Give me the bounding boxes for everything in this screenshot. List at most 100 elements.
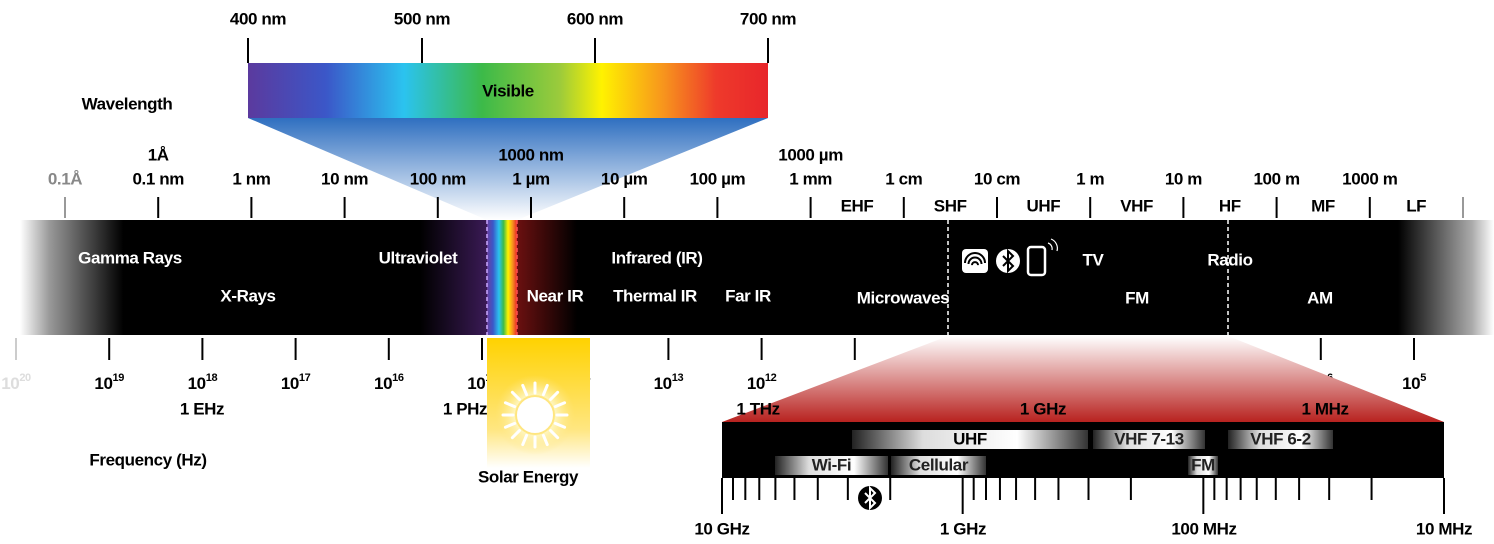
band-label: HF: [1219, 196, 1241, 215]
frequency-exp: 12: [765, 372, 777, 384]
region-label: Ultraviolet: [379, 248, 458, 267]
wifi-wave: [967, 256, 983, 265]
wavelength-tick-label: 10 µm: [601, 169, 648, 188]
scale-label: 10 MHz: [1416, 519, 1472, 538]
frequency-named-label: 1 EHz: [180, 399, 224, 418]
visible-tick-label: 700 nm: [740, 9, 796, 28]
region-label: Radio: [1207, 250, 1252, 269]
region-label: Infrared (IR): [611, 248, 702, 267]
frequency-named-label: 1 GHz: [1020, 399, 1066, 418]
band-label: LF: [1406, 196, 1426, 215]
sun-ray: [549, 429, 560, 440]
scale-label: 100 MHz: [1171, 519, 1236, 538]
radio-zoom: [722, 336, 1444, 422]
sun-ray: [541, 383, 549, 397]
frequency-tick-label: 1016: [374, 372, 404, 394]
wavelength-tick-label: 1 nm: [232, 169, 270, 188]
wavelength-tick-label: 1000 nm: [498, 145, 564, 164]
wavelength-title: Wavelength: [82, 94, 173, 113]
wavelength-tick-label: 10 m: [1165, 169, 1202, 188]
wavelength-tick-label: 0.1 nm: [132, 169, 184, 188]
frequency-base: 10: [188, 374, 206, 393]
sun-ray: [549, 390, 560, 401]
wavelength-tick-label: 100 nm: [410, 169, 466, 188]
frequency-base: 10: [654, 374, 672, 393]
sun-ray: [541, 433, 549, 447]
frequency-exp: 19: [113, 372, 125, 384]
frequency-tick-label: 1013: [654, 372, 684, 394]
bluetooth-rune: [1002, 248, 1015, 274]
region-label: X-Rays: [220, 286, 275, 305]
sun-ray: [503, 401, 517, 409]
wavelength-tick-label: 0.1Å: [48, 169, 82, 188]
ir-glow: [517, 220, 577, 335]
frequency-named-label: 1 THz: [736, 399, 779, 418]
frequency-tick-label: 105: [1402, 372, 1426, 394]
scale-label: 10 GHz: [694, 519, 749, 538]
frequency-base: 10: [374, 374, 392, 393]
band-label: UHF: [1027, 196, 1061, 215]
radio-band: [1228, 430, 1333, 449]
wavelength-tick-label: 10 nm: [321, 169, 368, 188]
radio-band-label: VHF 6-2: [1250, 429, 1311, 448]
radio-band: [1188, 456, 1218, 475]
region-label: Microwaves: [857, 288, 949, 307]
frequency-exp: 16: [392, 372, 404, 384]
visible-tick-label: 600 nm: [567, 9, 623, 28]
radio-band-label: FM: [1191, 455, 1215, 474]
region-label: AM: [1307, 288, 1333, 307]
visible-tick-label: 400 nm: [230, 9, 286, 28]
radio-band-label: UHF: [953, 429, 987, 448]
phone-signal: [1047, 238, 1058, 252]
sun-ray: [553, 421, 567, 429]
sun-ray: [521, 433, 529, 447]
region-label: Far IR: [725, 286, 771, 305]
frequency-base: 10: [1, 374, 19, 393]
sun-ray: [521, 383, 529, 397]
wavelength-tick-label: 1000 m: [1342, 169, 1398, 188]
sun-ray: [503, 421, 517, 429]
wavelength-tick-label: 1 m: [1076, 169, 1104, 188]
frequency-tick-label: 1019: [94, 372, 124, 394]
frequency-title: Frequency (Hz): [89, 450, 206, 469]
wifi-wave: [971, 261, 979, 266]
visible-strip: [487, 220, 517, 335]
frequency-tick-label: 1012: [747, 372, 777, 394]
band-label: MF: [1311, 196, 1335, 215]
frequency-base: 10: [281, 374, 299, 393]
spectrum-bar: [20, 220, 1494, 335]
frequency-tick-label: 1017: [281, 372, 311, 394]
frequency-tick-label: 1018: [188, 372, 218, 394]
radio-band-label: Wi-Fi: [812, 455, 851, 474]
wavelength-tick-label: 1 cm: [885, 169, 922, 188]
wavelength-tick-label: 100 µm: [690, 169, 746, 188]
frequency-base: 10: [94, 374, 112, 393]
scale-label: 1 GHz: [940, 519, 986, 538]
region-label: Gamma Rays: [78, 248, 182, 267]
wavelength-tick-label: 1Å: [148, 145, 169, 164]
solar-label: Solar Energy: [478, 467, 579, 486]
sun: [515, 395, 555, 435]
frequency-exp: 13: [672, 372, 684, 384]
device-icons: [962, 238, 1058, 277]
sun-ray: [510, 429, 521, 440]
phone-icon: [1026, 245, 1047, 277]
bluetooth-marker-rune: [864, 485, 877, 511]
frequency-base: 10: [467, 374, 485, 393]
region-label: Near IR: [527, 286, 584, 305]
visible-label: Visible: [482, 81, 534, 100]
radio-band-label: Cellular: [909, 455, 969, 474]
frequency-exp: 20: [19, 372, 31, 384]
band-label: VHF: [1120, 196, 1153, 215]
wavelength-tick-label: 1 µm: [512, 169, 550, 188]
band-label: EHF: [841, 196, 874, 215]
sun-ray: [553, 401, 567, 409]
frequency-base: 10: [1402, 374, 1420, 393]
frequency-tick-label: 1020: [1, 372, 31, 394]
frequency-exp: 17: [299, 372, 311, 384]
visible-bar: [248, 63, 768, 118]
frequency-named-label: 1 MHz: [1301, 399, 1348, 418]
region-label: TV: [1083, 250, 1105, 269]
